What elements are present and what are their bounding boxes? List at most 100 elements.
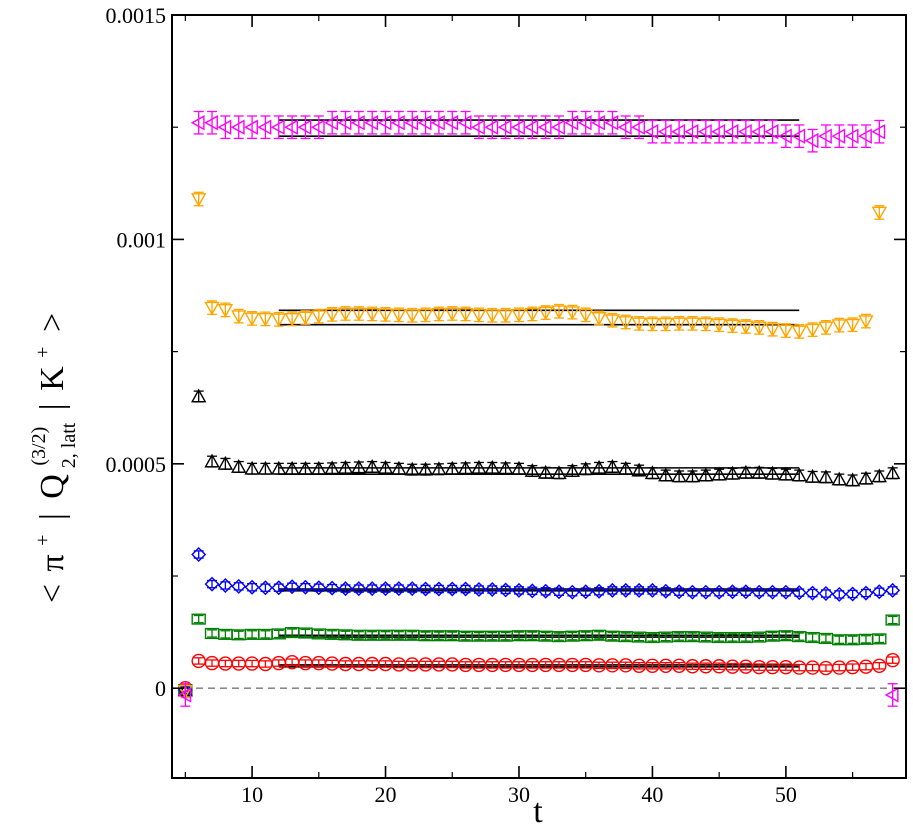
data-point (231, 310, 247, 325)
data-point (671, 124, 686, 140)
data-point (644, 582, 660, 598)
y-tick-label: 0 (155, 676, 166, 701)
data-point (711, 124, 726, 140)
data-point (284, 579, 300, 595)
data-point (217, 455, 234, 470)
data-point (751, 124, 766, 140)
data-point (217, 119, 232, 135)
data-point (351, 307, 367, 322)
data-point (431, 581, 447, 597)
data-point (244, 460, 260, 475)
data-point (671, 468, 687, 483)
data-point (191, 546, 207, 562)
data-point (617, 119, 632, 135)
data-point (671, 317, 687, 332)
data-point (631, 119, 645, 135)
data-point (378, 581, 394, 597)
data-point (778, 324, 794, 339)
data-point (497, 460, 514, 475)
y-label-open-bracket: < (34, 584, 71, 603)
data-point (537, 306, 554, 321)
data-point (778, 466, 794, 481)
data-point (457, 460, 474, 475)
data-point (484, 459, 500, 474)
data-point (551, 465, 567, 480)
data-point (391, 308, 407, 323)
data-point (751, 464, 767, 479)
data-point (658, 317, 674, 332)
data-point (724, 319, 741, 334)
data-point (871, 468, 887, 483)
data-point (872, 633, 887, 645)
data-point (297, 579, 313, 595)
series-circle (178, 652, 900, 696)
data-point (778, 584, 794, 600)
y-tick-label: 0.001 (117, 227, 167, 252)
data-point (217, 577, 233, 593)
data-point (871, 584, 887, 600)
data-point (417, 308, 434, 323)
data-point (591, 583, 607, 599)
data-point (818, 469, 834, 484)
data-point (217, 303, 234, 318)
data-point (444, 460, 460, 475)
data-point (671, 584, 687, 600)
data-point (711, 318, 727, 333)
data-point (885, 614, 900, 626)
data-point (471, 119, 485, 135)
data-point (818, 321, 834, 336)
data-point (431, 461, 447, 476)
data-point (524, 119, 539, 135)
data-point (724, 465, 741, 480)
data-point (230, 119, 245, 135)
data-point (351, 459, 367, 474)
data-point (191, 388, 207, 403)
data-point (631, 582, 647, 598)
data-point (311, 460, 327, 475)
data-point (604, 459, 621, 473)
data-point (791, 128, 806, 144)
data-point (631, 317, 647, 332)
data-point (391, 581, 407, 597)
series-triangle-left (177, 110, 899, 707)
data-point (417, 115, 432, 131)
data-point (244, 312, 260, 327)
data-point (271, 313, 287, 328)
data-point (297, 311, 314, 326)
data-point (551, 584, 567, 600)
data-point (270, 119, 285, 135)
data-point (511, 308, 527, 323)
data-point (497, 309, 514, 324)
data-point (751, 321, 767, 336)
y-label-close-bracket: > (34, 313, 71, 332)
data-point (311, 310, 327, 325)
data-point (591, 459, 607, 474)
x-tick-label: 30 (508, 782, 530, 807)
data-point (404, 115, 419, 131)
data-point (297, 119, 312, 135)
data-point (204, 576, 220, 592)
data-point (817, 128, 832, 144)
data-point (831, 471, 847, 486)
data-point (684, 124, 699, 140)
data-point (444, 115, 459, 131)
data-point (404, 581, 420, 597)
data-point (537, 464, 554, 479)
x-axis-label: t (533, 793, 543, 828)
data-point (257, 460, 274, 475)
data-point (431, 308, 447, 322)
x-tick-label: 50 (775, 782, 797, 807)
data-point (591, 312, 607, 326)
data-point (284, 119, 299, 135)
data-point (457, 115, 472, 131)
data-point (564, 463, 581, 477)
data-point (871, 206, 887, 221)
data-point (831, 128, 846, 144)
data-point (324, 308, 340, 323)
data-point (858, 315, 874, 330)
data-point (644, 465, 661, 480)
data-point (191, 613, 206, 625)
data-point (818, 586, 834, 602)
data-point (364, 115, 379, 131)
data-point (418, 581, 434, 597)
